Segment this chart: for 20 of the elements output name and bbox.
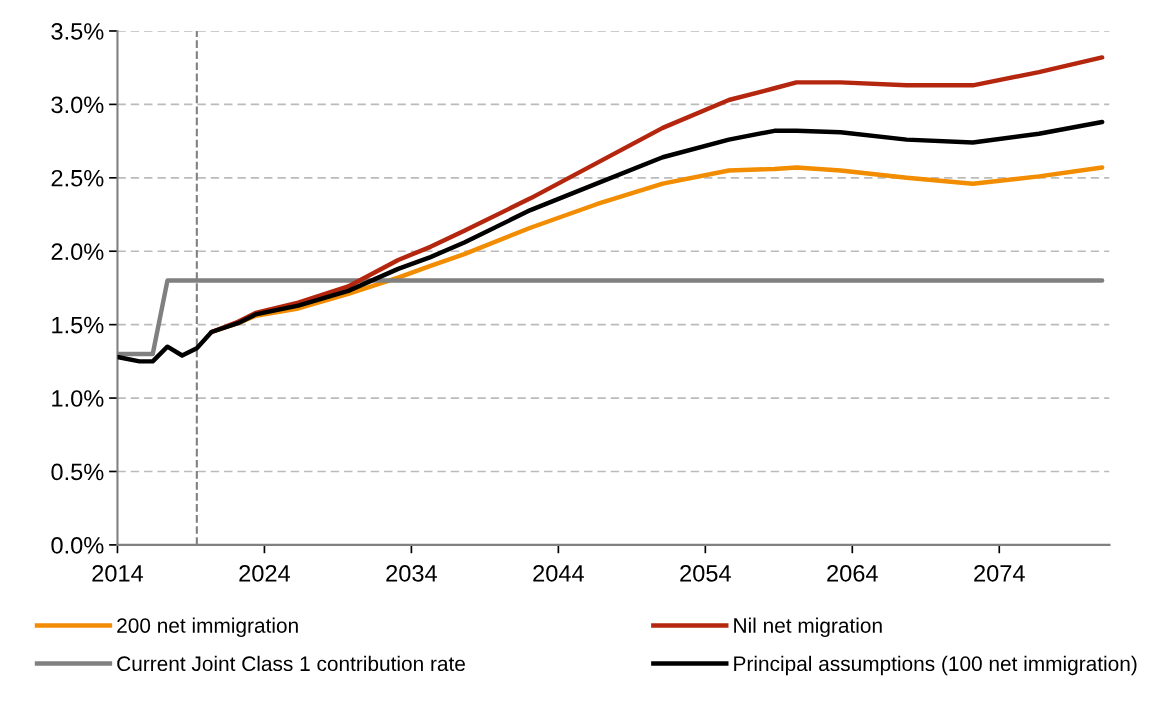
y-tick-label: 0.0% (51, 536, 104, 554)
x-tick-label: 2054 (680, 564, 731, 582)
y-tick-label: 1.5% (52, 316, 104, 334)
x-tick-label: 2024 (239, 564, 291, 582)
y-tick-label: 2.0% (51, 243, 104, 261)
y-tick-label: 3.5% (51, 23, 104, 40)
legend-label: Nil net migration (734, 617, 882, 638)
y-tick-label: 0.5% (51, 463, 104, 481)
y-tick-label: 3.0% (51, 96, 104, 114)
x-tick-label: 2074 (974, 564, 1025, 582)
x-tick-label: 2034 (386, 564, 437, 582)
legend-label: 200 net immigration (117, 617, 298, 638)
x-tick-label: 2064 (827, 564, 878, 582)
x-tick-label: 2014 (92, 564, 144, 582)
legend-label: Current Joint Class 1 contribution rate (117, 655, 465, 672)
x-tick-label: 2044 (533, 564, 584, 582)
y-tick-label: 1.0% (52, 390, 104, 407)
legend-label: Principal assumptions (100 net immigration) (734, 655, 1137, 676)
line-series (117, 119, 1105, 364)
y-tick-label: 2.5% (51, 169, 104, 187)
